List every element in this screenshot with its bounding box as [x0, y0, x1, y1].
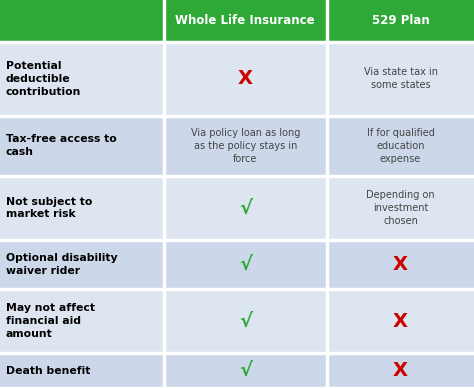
FancyBboxPatch shape [0, 42, 164, 116]
FancyBboxPatch shape [0, 289, 164, 353]
Text: √: √ [239, 255, 252, 274]
FancyBboxPatch shape [327, 240, 474, 289]
Text: Whole Life Insurance: Whole Life Insurance [175, 14, 315, 28]
FancyBboxPatch shape [327, 42, 474, 116]
Text: X: X [393, 361, 408, 380]
FancyBboxPatch shape [164, 0, 327, 42]
FancyBboxPatch shape [0, 240, 164, 289]
Text: Optional disability
waiver rider: Optional disability waiver rider [6, 253, 117, 276]
FancyBboxPatch shape [0, 116, 164, 176]
FancyBboxPatch shape [164, 42, 327, 116]
Text: √: √ [239, 312, 252, 331]
FancyBboxPatch shape [327, 0, 474, 42]
Text: Death benefit: Death benefit [6, 366, 90, 376]
Text: Not subject to
market risk: Not subject to market risk [6, 197, 92, 220]
Text: X: X [238, 69, 253, 88]
Text: Depending on
investment
chosen: Depending on investment chosen [366, 190, 435, 226]
Text: Via state tax in
some states: Via state tax in some states [364, 68, 438, 90]
FancyBboxPatch shape [327, 176, 474, 240]
FancyBboxPatch shape [164, 240, 327, 289]
Text: Tax-free access to
cash: Tax-free access to cash [6, 134, 117, 157]
FancyBboxPatch shape [327, 289, 474, 353]
Text: If for qualified
education
expense: If for qualified education expense [366, 128, 435, 163]
FancyBboxPatch shape [0, 0, 164, 42]
Text: √: √ [239, 361, 252, 380]
Text: 529 Plan: 529 Plan [372, 14, 429, 28]
Text: X: X [393, 255, 408, 274]
FancyBboxPatch shape [327, 353, 474, 388]
Text: √: √ [239, 199, 252, 218]
Text: X: X [393, 312, 408, 331]
FancyBboxPatch shape [327, 116, 474, 176]
Text: Potential
deductible
contribution: Potential deductible contribution [6, 61, 81, 97]
FancyBboxPatch shape [164, 289, 327, 353]
FancyBboxPatch shape [164, 353, 327, 388]
FancyBboxPatch shape [164, 116, 327, 176]
Text: May not affect
financial aid
amount: May not affect financial aid amount [6, 303, 95, 339]
Text: Via policy loan as long
as the policy stays in
force: Via policy loan as long as the policy st… [191, 128, 300, 163]
FancyBboxPatch shape [164, 176, 327, 240]
FancyBboxPatch shape [0, 176, 164, 240]
FancyBboxPatch shape [0, 353, 164, 388]
